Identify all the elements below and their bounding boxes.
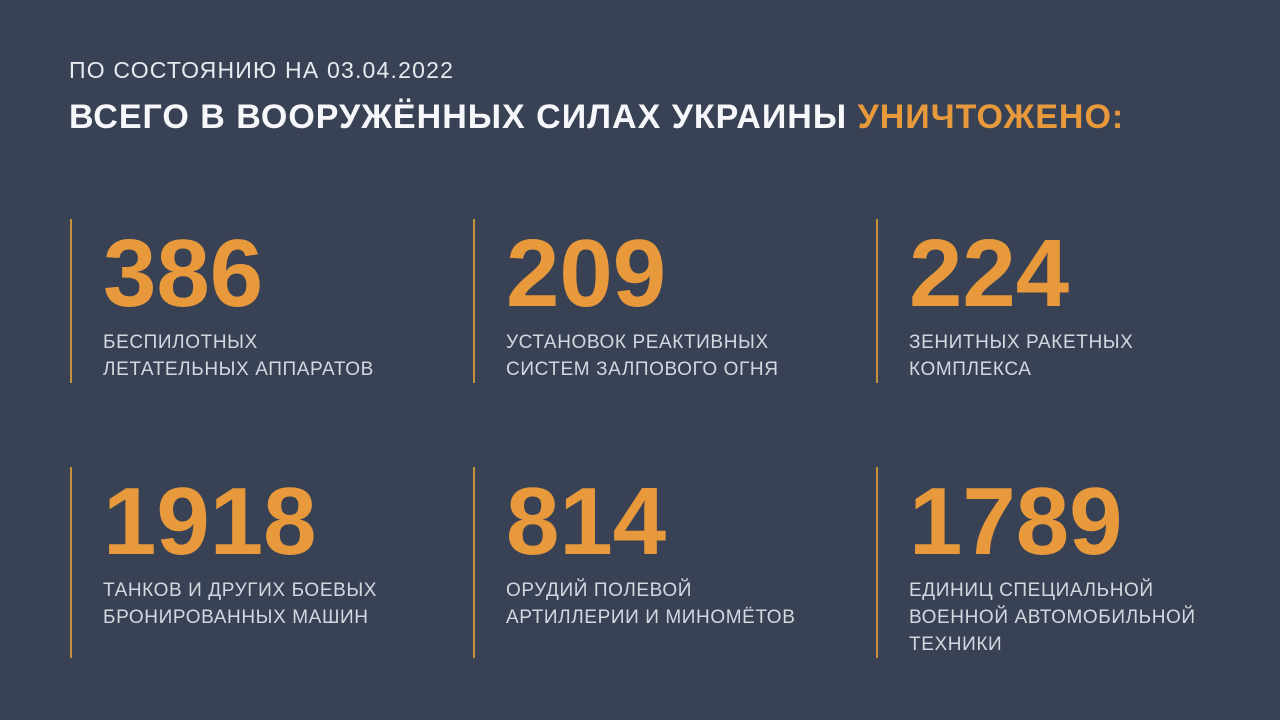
report-date: ПО СОСТОЯНИЮ НА 03.04.2022: [69, 57, 455, 83]
page-title: ВСЕГО В ВООРУЖЁННЫХ СИЛАХ УКРАИНЫ УНИЧТО…: [69, 97, 1240, 137]
title-accent-text: УНИЧТОЖЕНО:: [857, 98, 1125, 136]
stat-label: ОРУДИЙ ПОЛЕВОЙ АРТИЛЛЕРИИ И МИНОМЁТОВ: [506, 580, 796, 628]
stat-value: 1789: [909, 468, 1123, 575]
stat-block-uav: 386 БЕСПИЛОТНЫХ ЛЕТАТЕЛЬНЫХ АППАРАТОВ: [70, 219, 473, 383]
stat-value: 1918: [103, 468, 317, 575]
stat-label: ЕДИНИЦ СПЕЦИАЛЬНОЙ ВОЕННОЙ АВТОМОБИЛЬНОЙ…: [909, 580, 1196, 655]
title-main-text: ВСЕГО В ВООРУЖЁННЫХ СИЛАХ УКРАИНЫ: [69, 98, 858, 136]
stat-value: 814: [506, 468, 667, 575]
stat-block-artillery: 814 ОРУДИЙ ПОЛЕВОЙ АРТИЛЛЕРИИ И МИНОМЁТО…: [473, 467, 876, 658]
stat-label: УСТАНОВОК РЕАКТИВНЫХ СИСТЕМ ЗАЛПОВОГО ОГ…: [506, 332, 779, 380]
stat-label: БЕСПИЛОТНЫХ ЛЕТАТЕЛЬНЫХ АППАРАТОВ: [103, 332, 374, 380]
stat-block-tanks: 1918 ТАНКОВ И ДРУГИХ БОЕВЫХ БРОНИРОВАННЫ…: [70, 467, 473, 658]
stat-label: ЗЕНИТНЫХ РАКЕТНЫХ КОМПЛЕКСА: [909, 332, 1134, 380]
stat-block-vehicles: 1789 ЕДИНИЦ СПЕЦИАЛЬНОЙ ВОЕННОЙ АВТОМОБИ…: [876, 467, 1279, 658]
stats-grid: 386 БЕСПИЛОТНЫХ ЛЕТАТЕЛЬНЫХ АППАРАТОВ 20…: [70, 219, 1280, 658]
stat-label: ТАНКОВ И ДРУГИХ БОЕВЫХ БРОНИРОВАННЫХ МАШ…: [103, 580, 378, 628]
stat-value: 386: [103, 220, 264, 327]
stat-block-mlrs: 209 УСТАНОВОК РЕАКТИВНЫХ СИСТЕМ ЗАЛПОВОГ…: [473, 219, 876, 383]
stat-value: 209: [506, 220, 667, 327]
header: ПО СОСТОЯНИЮ НА 03.04.2022 ВСЕГО В ВООРУ…: [69, 57, 1240, 137]
stat-block-sam: 224 ЗЕНИТНЫХ РАКЕТНЫХ КОМПЛЕКСА: [876, 219, 1279, 383]
stat-value: 224: [909, 220, 1070, 327]
